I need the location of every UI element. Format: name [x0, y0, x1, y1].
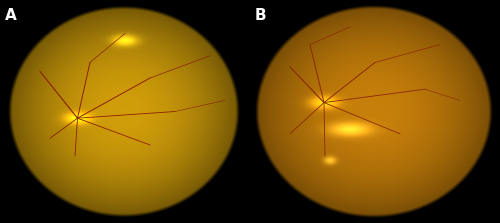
Text: B: B: [255, 8, 266, 23]
Text: A: A: [5, 8, 17, 23]
